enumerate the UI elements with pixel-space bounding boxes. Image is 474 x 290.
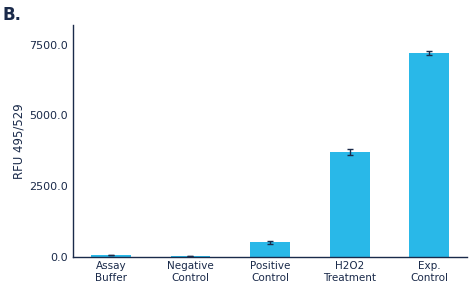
Bar (91, 255, 131, 257)
Text: B.: B. (2, 6, 21, 24)
Bar (410, 53, 449, 257)
Bar (330, 152, 370, 257)
Bar (250, 242, 290, 257)
Y-axis label: RFU 495/529: RFU 495/529 (12, 103, 25, 179)
